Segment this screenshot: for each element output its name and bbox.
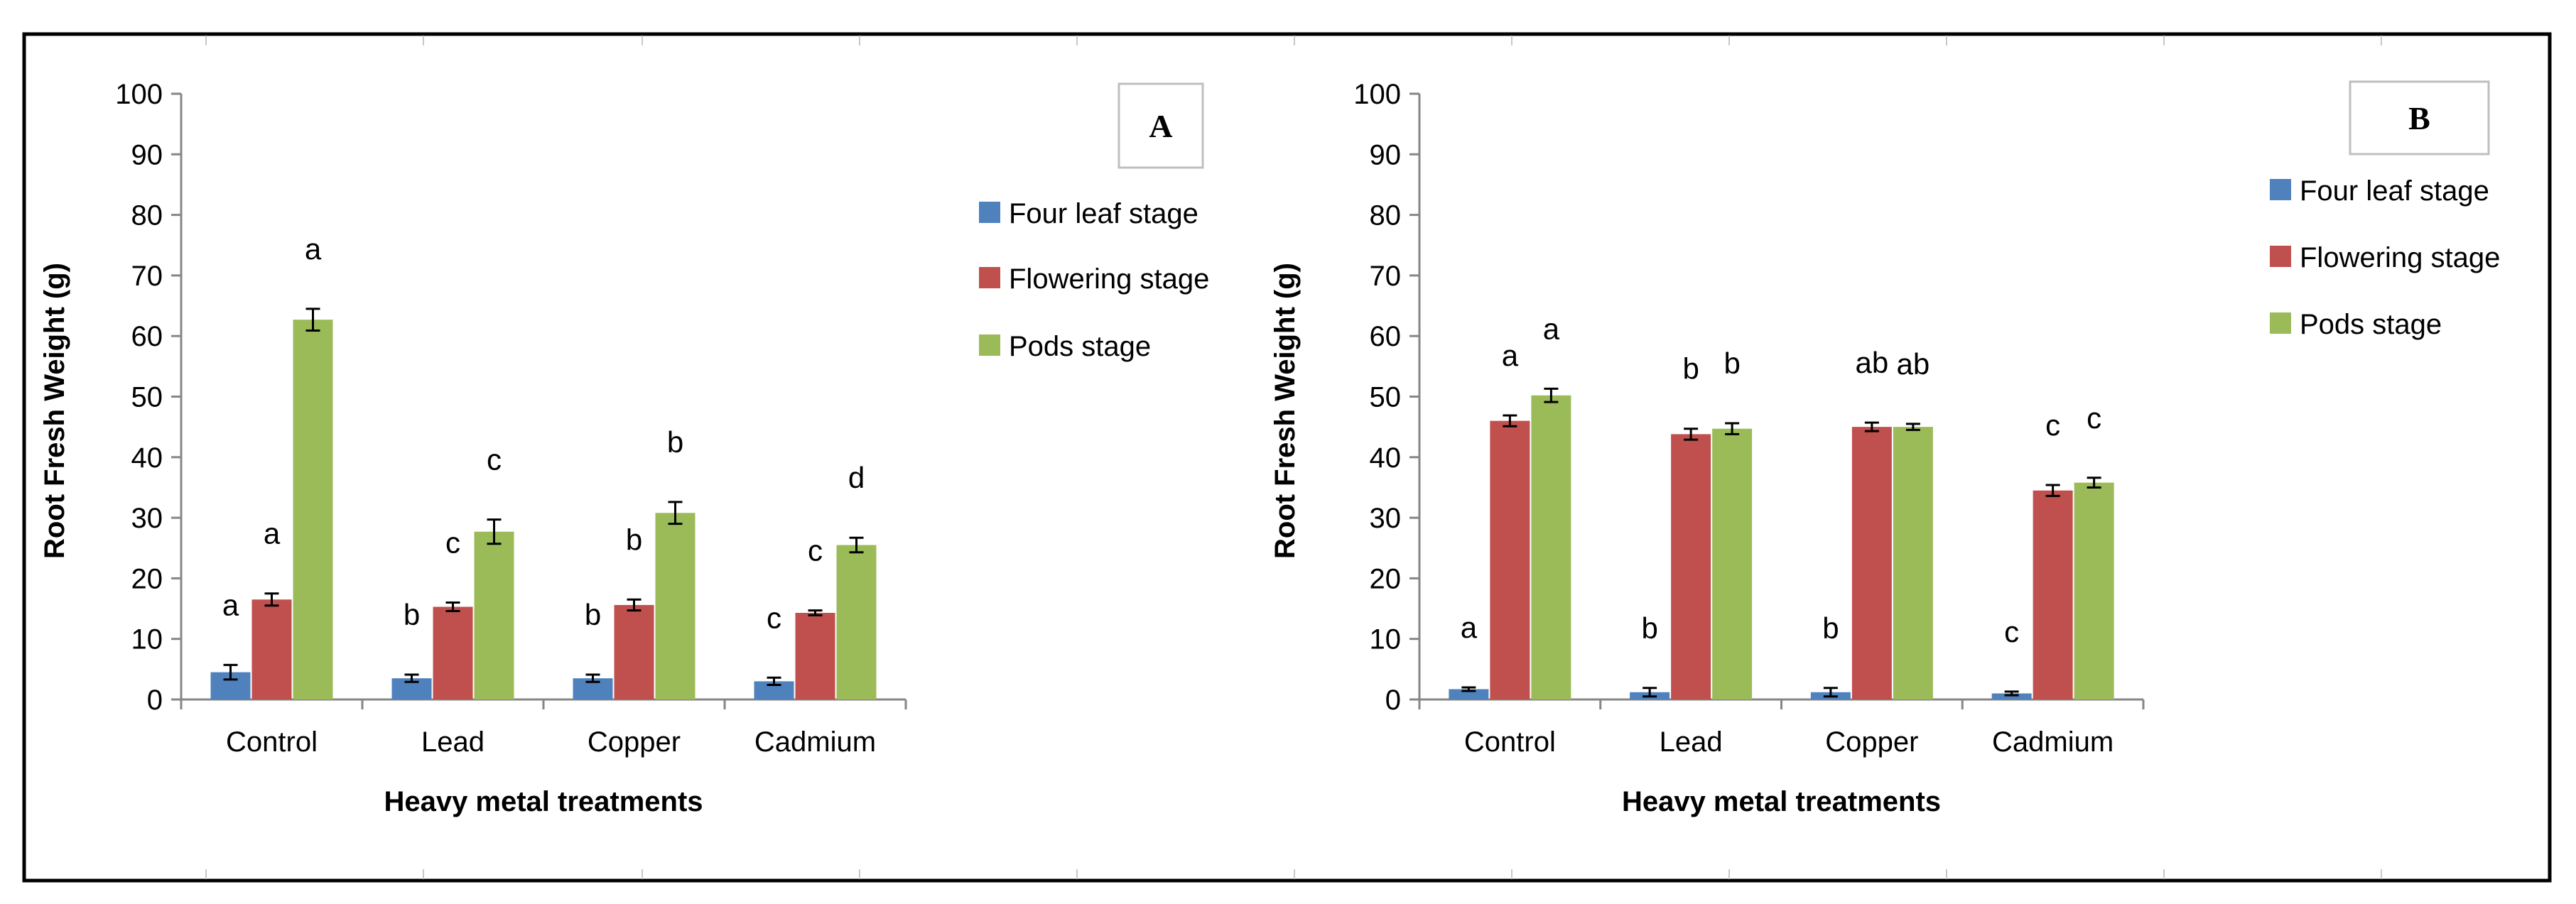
significance-letter: b — [585, 598, 601, 631]
x-axis-title: Heavy metal treatments — [384, 786, 703, 817]
panel-label-box — [2349, 80, 2490, 156]
significance-letter: c — [767, 601, 781, 634]
bar-flowering — [433, 606, 473, 699]
bar-pods — [2074, 482, 2114, 699]
bar-flowering — [614, 604, 654, 699]
legend-label: Flowering stage — [1009, 263, 1209, 295]
legend-label: Four leaf stage — [1009, 198, 1198, 229]
significance-letter: b — [1723, 347, 1740, 380]
category-label: Control — [226, 726, 318, 758]
category-label: Control — [1464, 726, 1556, 758]
y-tick-label: 30 — [131, 503, 163, 534]
y-tick-label: 100 — [115, 79, 163, 110]
significance-letter: b — [626, 523, 642, 556]
significance-letter: b — [404, 598, 420, 631]
bar-flowering — [2033, 490, 2073, 699]
significance-letter: a — [305, 232, 322, 266]
y-tick-label: 40 — [131, 442, 163, 474]
significance-letter: ab — [1897, 347, 1930, 381]
significance-letter: c — [487, 443, 502, 476]
significance-letter: b — [1682, 352, 1699, 386]
significance-letter: c — [2004, 615, 2019, 648]
significance-letter: a — [264, 517, 281, 550]
y-tick-label: 60 — [131, 321, 163, 352]
category-label: Lead — [421, 726, 485, 758]
category-label: Lead — [1660, 726, 1723, 758]
panel-label-box — [1117, 82, 1204, 169]
bar-flowering — [1490, 420, 1530, 699]
y-tick-label: 30 — [1370, 503, 1402, 534]
y-tick-label: 50 — [131, 382, 163, 413]
y-tick-label: 80 — [131, 200, 163, 232]
y-tick-label: 80 — [1370, 200, 1402, 232]
significance-letter: c — [2045, 408, 2060, 442]
legend-swatch-flowering — [979, 267, 1000, 288]
panel-label: A — [1149, 108, 1172, 144]
panel-label: B — [2408, 100, 2430, 136]
legend-swatch-pods — [2270, 312, 2291, 334]
significance-letter: a — [222, 588, 239, 621]
y-tick-label: 60 — [1370, 321, 1402, 352]
significance-letter: a — [1543, 312, 1560, 345]
legend-swatch-four_leaf — [2270, 179, 2291, 200]
bar-flowering — [1851, 427, 1892, 699]
significance-letter: b — [1641, 611, 1657, 645]
y-tick-label: 70 — [131, 261, 163, 292]
y-tick-label: 10 — [131, 624, 163, 655]
y-tick-label: 90 — [1370, 139, 1402, 170]
bar-pods — [1893, 427, 1933, 699]
bar-flowering — [1671, 434, 1711, 699]
significance-letter: d — [848, 461, 865, 494]
category-label: Cadmium — [1992, 726, 2114, 758]
y-tick-label: 90 — [131, 139, 163, 170]
bar-four_leaf — [1991, 693, 2032, 699]
bar-flowering — [795, 613, 835, 699]
legend-swatch-pods — [979, 334, 1000, 356]
legend-swatch-four_leaf — [979, 202, 1000, 223]
y-tick-label: 10 — [1370, 624, 1402, 655]
y-tick-label: 50 — [1370, 382, 1402, 413]
significance-letter: a — [1502, 339, 1519, 372]
bar-pods — [1712, 428, 1753, 699]
y-axis-title: Root Fresh Weight (g) — [1270, 263, 1301, 559]
bar-pods — [1531, 395, 1571, 699]
category-label: Copper — [1825, 726, 1918, 758]
y-tick-label: 0 — [147, 685, 163, 716]
y-tick-label: 40 — [1370, 442, 1402, 474]
category-label: Cadmium — [754, 726, 876, 758]
legend-swatch-flowering — [2270, 246, 2291, 267]
figure-frame — [22, 32, 2552, 883]
bar-pods — [293, 320, 333, 699]
bar-pods — [474, 531, 514, 699]
significance-letter: a — [1461, 611, 1478, 644]
y-tick-label: 70 — [1370, 261, 1402, 292]
y-axis-title: Root Fresh Weight (g) — [39, 263, 70, 559]
significance-letter: b — [667, 425, 683, 459]
significance-letter: ab — [1856, 346, 1889, 379]
x-axis-title: Heavy metal treatments — [1622, 786, 1941, 817]
y-tick-label: 0 — [1385, 685, 1401, 716]
legend-label: Four leaf stage — [2300, 175, 2489, 207]
legend-label: Flowering stage — [2300, 242, 2500, 273]
bar-four_leaf — [1449, 689, 1489, 699]
significance-letter: b — [1822, 611, 1839, 645]
bar-pods — [836, 545, 877, 699]
bar-flowering — [251, 599, 292, 699]
significance-letter: c — [2087, 401, 2101, 435]
y-tick-label: 100 — [1353, 79, 1401, 110]
significance-letter: c — [445, 526, 460, 560]
legend-label: Pods stage — [1009, 331, 1151, 362]
category-label: Copper — [588, 726, 681, 758]
legend-label: Pods stage — [2300, 309, 2442, 340]
y-tick-label: 20 — [131, 563, 163, 594]
y-tick-label: 20 — [1370, 563, 1402, 594]
bar-pods — [655, 513, 696, 699]
significance-letter: c — [808, 534, 823, 567]
